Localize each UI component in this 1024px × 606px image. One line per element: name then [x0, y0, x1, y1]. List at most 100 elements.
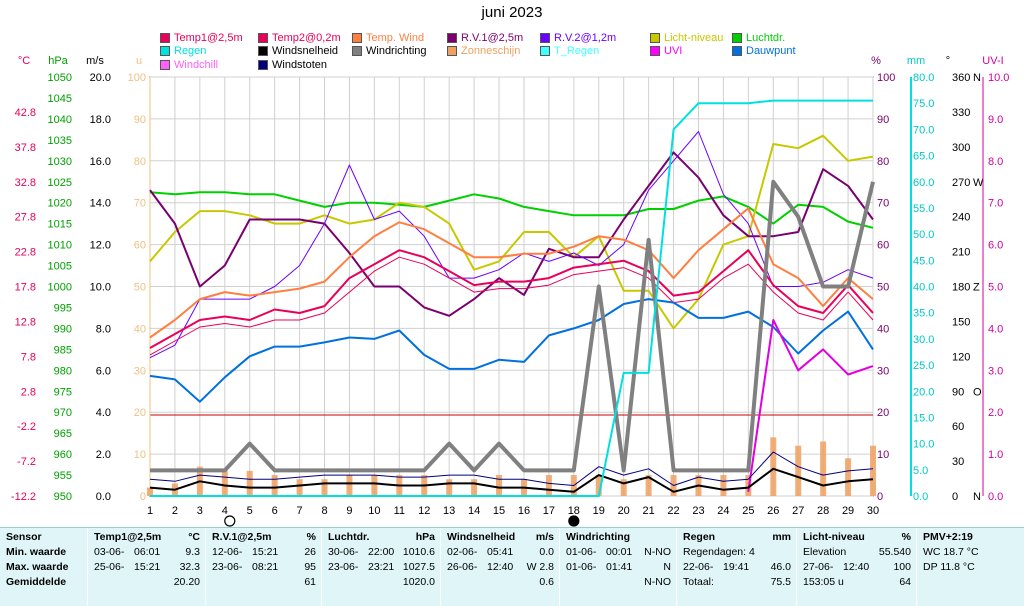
table-column-head: Luchtdr.	[328, 531, 370, 543]
hpa-tick-label: 1005	[48, 261, 72, 273]
legend-label: Licht-niveau	[664, 32, 724, 44]
ms-tick-label: 20.0	[90, 72, 111, 84]
deg-compass-label: O	[973, 386, 982, 398]
zonneschijn-bar	[620, 479, 627, 496]
table-cell-value: 1010.6	[402, 546, 435, 558]
table-cell-value: 20.20	[173, 576, 200, 588]
uvi-tick-label: 0.0	[988, 491, 1003, 503]
hpa-axis-header: hPa	[48, 55, 68, 67]
table-column-divider	[916, 528, 917, 606]
legend-item-temp2-0-2m: Temp2@0,2m	[258, 32, 341, 44]
table-cell-date: 23-06-	[328, 561, 359, 573]
u-tick-label: 0	[140, 491, 146, 503]
u-tick-label: 30	[134, 365, 146, 377]
series-licht-niveau	[149, 134, 874, 330]
legend-swatch	[352, 33, 362, 43]
table-cell-value: 55.540	[878, 546, 911, 558]
legend-label: Temp2@0,2m	[272, 32, 341, 44]
table-cell-value: 61	[304, 576, 316, 588]
table-column: Windsnelheid m/s 02-06- 05:41 0.0 26-06- 12:40…	[441, 528, 560, 606]
legend-item-windchill: Windchill	[160, 59, 218, 71]
hpa-tick-label: 995	[54, 302, 72, 314]
zonneschijn-bar	[446, 479, 453, 496]
ms-tick-label: 18.0	[90, 114, 111, 126]
u-tick-label: 100	[128, 72, 146, 84]
u-tick-label: 10	[134, 449, 146, 461]
ms-tick-label: 8.0	[96, 323, 111, 335]
x-tick-label: 13	[443, 505, 455, 517]
uvi-tick-label: 2.0	[988, 407, 1003, 419]
series-luchtdr-	[149, 191, 874, 229]
x-tick-label: 18	[568, 505, 580, 517]
legend-swatch	[540, 33, 550, 43]
pct-tick-label: 80	[877, 156, 889, 168]
pct-tick-label: 60	[877, 240, 889, 252]
ms-tick-label: 6.0	[96, 365, 111, 377]
table-column-divider	[676, 528, 677, 606]
x-tick-label: 23	[692, 505, 704, 517]
celsius-axis-header: °C	[18, 55, 30, 67]
new-moon-icon	[224, 515, 236, 527]
table-column-divider	[87, 528, 88, 606]
hpa-tick-label: 950	[54, 491, 72, 503]
series-r-v-1-2-5m	[149, 151, 874, 317]
table-cell-date: Totaal:	[683, 576, 714, 588]
celsius-tick-label: 7.8	[21, 351, 36, 363]
legend-label: UVI	[664, 45, 683, 57]
x-tick-label: 25	[742, 505, 754, 517]
pct-tick-label: 20	[877, 407, 889, 419]
x-tick-label: 14	[468, 505, 480, 517]
series-uvi	[747, 319, 874, 492]
legend-item-r-v-2-1-2m: R.V.2@1,2m	[540, 32, 616, 44]
table-cell-value: 46.0	[770, 561, 791, 573]
table-column-head: Regen	[683, 531, 716, 543]
pct-tick-label: 30	[877, 365, 889, 377]
hpa-tick-label: 970	[54, 407, 72, 419]
table-column-head: Licht-niveau	[803, 531, 865, 543]
table-cell-date: 30-06-	[328, 546, 359, 558]
table-cell-date: 12-06-	[212, 546, 243, 558]
ms-tick-label: 14.0	[90, 198, 111, 210]
table-cell-time: 12:40	[487, 561, 514, 573]
table-cell-date: Elevation	[803, 546, 847, 558]
deg-compass-label: Z	[973, 282, 980, 294]
table-row-label: Gemiddelde	[6, 576, 67, 588]
table-cell-date: 23-06-	[212, 561, 243, 573]
deg-tick-label: 360	[952, 72, 970, 84]
deg-tick-label: 120	[952, 351, 970, 363]
table-cell-value: 9.3	[185, 546, 200, 558]
legend-swatch	[258, 46, 268, 56]
table-column-head: PMV+2:19	[923, 531, 973, 543]
table-cell-date: 22-06-	[683, 561, 714, 573]
u-tick-label: 40	[134, 323, 146, 335]
zonneschijn-bar	[371, 475, 378, 496]
u-tick-label: 50	[134, 282, 146, 294]
table-cell-time: 06:01	[134, 546, 161, 558]
zonneschijn-bar	[271, 475, 278, 496]
full-moon-icon	[568, 515, 580, 527]
legend-item-windsnelheid: Windsnelheid	[258, 45, 338, 57]
pct-tick-label: 10	[877, 449, 889, 461]
zonneschijn-bar	[595, 475, 602, 496]
series-dauwpunt	[149, 298, 874, 403]
celsius-tick-label: 32.8	[15, 177, 36, 189]
ms-tick-label: 4.0	[96, 407, 111, 419]
table-column: Windrichting 01-06- 00:01 N-NO 01-06- 01:41 N N…	[560, 528, 677, 606]
legend-label: Windstoten	[272, 59, 328, 71]
mm-tick-label: 10.0	[913, 439, 934, 451]
table-cell-date: 01-06-	[566, 546, 597, 558]
x-tick-label: 5	[247, 505, 253, 517]
table-cell-date: 26-06-	[447, 561, 478, 573]
zonneschijn-bar	[221, 470, 228, 496]
legend-label: Zonneschijn	[461, 45, 521, 57]
table-cell-value: 95	[304, 561, 316, 573]
celsius-tick-label: 42.8	[15, 107, 36, 119]
legend-label: Temp. Wind	[366, 32, 425, 44]
ms-tick-label: 12.0	[90, 240, 111, 252]
mm-tick-label: 50.0	[913, 229, 934, 241]
deg-tick-label: 30	[952, 456, 964, 468]
table-column: Licht-niveau% Elevation 55.540 27-06- 12:40 1…	[797, 528, 917, 606]
series-regen	[150, 99, 873, 497]
table-cell-date: 153:05 u	[803, 576, 844, 588]
legend-item-temp-wind: Temp. Wind	[352, 32, 424, 44]
